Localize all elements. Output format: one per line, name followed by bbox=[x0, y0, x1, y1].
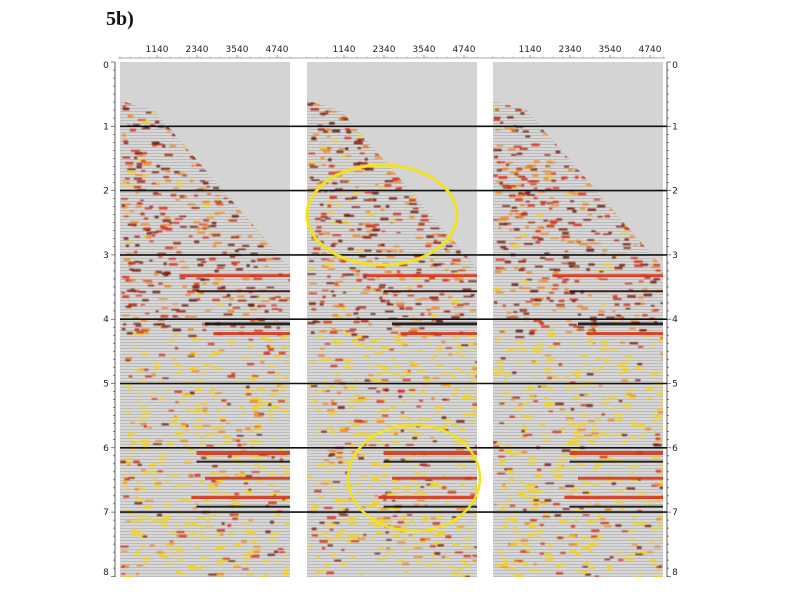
y-tick-label: 5 bbox=[672, 380, 678, 390]
x-tick-label: 1140 bbox=[333, 45, 356, 55]
y-tick-label: 3 bbox=[103, 251, 109, 261]
y-tick-label: 6 bbox=[103, 444, 109, 454]
y-tick-label: 6 bbox=[672, 444, 678, 454]
offset-axis: 1140 2340 3540 4740 1140 2340 3540 4740 1140 2340… bbox=[118, 45, 665, 59]
lower-annotation-ellipse bbox=[346, 423, 482, 533]
y-tick-label: 5 bbox=[103, 380, 109, 390]
gather-panel-right bbox=[493, 62, 663, 577]
gather-panel-middle bbox=[307, 62, 477, 577]
x-tick-label: 2340 bbox=[559, 45, 582, 55]
y-tick-label: 8 bbox=[103, 568, 109, 578]
y-tick-label: 2 bbox=[672, 187, 678, 197]
figure-label: 5b) bbox=[106, 8, 134, 30]
annotation-ellipses bbox=[305, 163, 482, 533]
y-tick-label: 1 bbox=[103, 122, 109, 132]
y-tick-label: 1 bbox=[672, 122, 678, 132]
time-gridlines bbox=[120, 125, 667, 513]
x-tick-label: 1140 bbox=[146, 45, 169, 55]
y-tick-label: 4 bbox=[103, 315, 109, 325]
x-tick-label: 4740 bbox=[266, 45, 289, 55]
x-tick-label: 3540 bbox=[226, 45, 249, 55]
y-tick-label: 7 bbox=[103, 508, 109, 518]
x-tick-label: 1140 bbox=[519, 45, 542, 55]
y-tick-label: 8 bbox=[672, 568, 678, 578]
x-tick-label: 3540 bbox=[599, 45, 622, 55]
x-tick-label: 2340 bbox=[186, 45, 209, 55]
y-tick-label: 7 bbox=[672, 508, 678, 518]
y-tick-label: 2 bbox=[103, 187, 109, 197]
left-time-axis: 0 1 2 3 4 5 6 7 8 bbox=[103, 61, 116, 578]
y-tick-label: 0 bbox=[672, 61, 678, 71]
x-tick-label: 4740 bbox=[453, 45, 476, 55]
x-tick-label: 3540 bbox=[413, 45, 436, 55]
x-tick-label: 4740 bbox=[639, 45, 662, 55]
upper-annotation-ellipse bbox=[305, 163, 459, 267]
gather-panel-left bbox=[120, 62, 290, 577]
right-time-axis: 0 1 2 3 4 5 6 7 8 bbox=[666, 61, 678, 578]
y-tick-label: 0 bbox=[103, 61, 109, 71]
x-tick-label: 2340 bbox=[373, 45, 396, 55]
y-tick-label: 4 bbox=[672, 315, 678, 325]
y-tick-label: 3 bbox=[672, 251, 678, 261]
